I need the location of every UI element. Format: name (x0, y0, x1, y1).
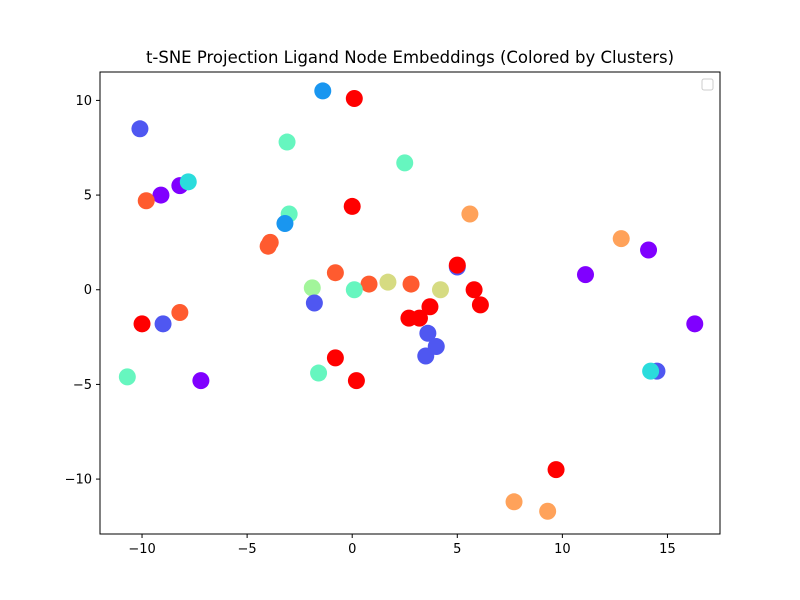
data-point (137, 192, 155, 210)
data-point (421, 298, 439, 316)
data-point (278, 133, 296, 151)
x-tick-label: −5 (238, 542, 257, 557)
data-point (326, 349, 344, 367)
data-point (131, 120, 149, 138)
x-tick-label: 15 (659, 542, 676, 557)
data-point (259, 237, 277, 255)
axes-layer: −10 −5 0 5 10 15 −10 −5 0 5 10 (65, 71, 721, 557)
data-point (314, 82, 332, 100)
legend-box (701, 78, 714, 91)
data-point (152, 186, 170, 204)
y-tick-label: −10 (65, 473, 92, 488)
data-point (547, 461, 565, 479)
x-tick-label: 10 (554, 542, 571, 557)
x-tick-label: −10 (128, 542, 155, 557)
data-point (410, 309, 428, 327)
points-layer (118, 82, 704, 520)
y-tick-label: −5 (73, 378, 92, 393)
data-point (347, 372, 365, 390)
data-point (360, 275, 378, 293)
data-point (419, 324, 437, 342)
data-point (345, 90, 363, 108)
data-point (192, 372, 210, 390)
data-point (276, 214, 294, 232)
data-point (345, 281, 363, 299)
data-point (326, 264, 344, 282)
data-point (118, 368, 136, 386)
data-point (343, 197, 361, 215)
data-point (461, 205, 479, 223)
data-point (539, 502, 557, 520)
x-tick-label: 5 (453, 542, 461, 557)
chart-title: t-SNE Projection Ligand Node Embeddings … (146, 48, 674, 67)
data-point (179, 173, 197, 191)
data-point (612, 230, 630, 248)
data-point (640, 241, 658, 259)
data-point (505, 493, 523, 511)
data-point (431, 281, 449, 299)
data-point (133, 315, 151, 333)
data-point (154, 315, 172, 333)
plot-frame (99, 71, 721, 535)
data-point (465, 281, 483, 299)
y-tick-label: 5 (84, 189, 92, 204)
data-point (171, 303, 189, 321)
data-point (379, 273, 397, 291)
data-point (310, 364, 328, 382)
y-tick-label: 10 (75, 94, 92, 109)
data-point (686, 315, 704, 333)
data-point (402, 275, 420, 293)
y-tick-label: 0 (84, 283, 92, 298)
data-point (471, 296, 489, 314)
data-point (305, 294, 323, 312)
x-tick-label: 0 (348, 542, 356, 557)
data-point (396, 154, 414, 172)
data-point (303, 279, 321, 297)
data-point (642, 362, 660, 380)
data-point (576, 266, 594, 284)
data-point (448, 256, 466, 274)
data-point (417, 347, 435, 365)
